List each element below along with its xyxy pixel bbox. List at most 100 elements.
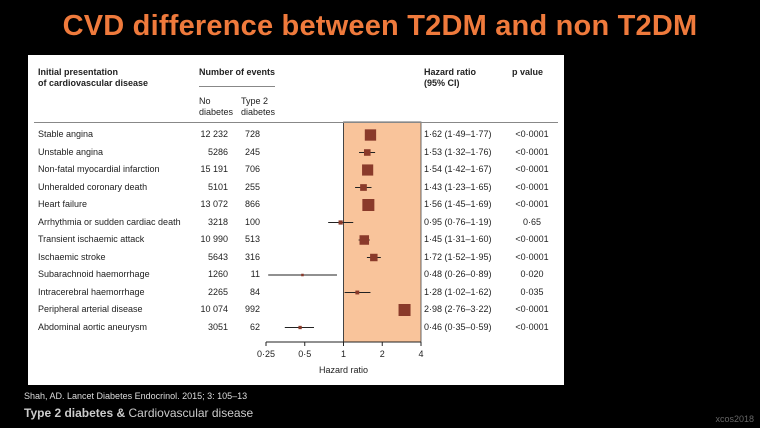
row-label: Unheralded coronary death	[38, 181, 148, 192]
row-label: Unstable angina	[38, 146, 104, 157]
events-underline	[199, 86, 275, 87]
hr-marker	[301, 273, 304, 277]
row-hazard-ratio: 1·43 (1·23–1·65)	[424, 181, 492, 192]
header-hazard-ratio-line1: Hazard ratio	[424, 67, 477, 77]
header-no-diabetes-line2: diabetes	[199, 107, 234, 117]
row-hazard-ratio: 1·53 (1·32–1·76)	[424, 146, 492, 157]
hr-marker	[362, 164, 374, 176]
row-type2-events: 100	[244, 216, 260, 227]
row-p-value: <0·0001	[515, 164, 549, 174]
row-label: Ischaemic stroke	[38, 251, 106, 262]
hr-marker	[298, 325, 302, 330]
row-p-value: <0·0001	[515, 199, 549, 209]
row-hazard-ratio: 0·48 (0·26–0·89)	[424, 269, 492, 279]
row-no-diabetes-events: 5643	[207, 251, 228, 262]
row-type2-events: 255	[244, 181, 260, 192]
row-hazard-ratio: 2·98 (2·76–3·22)	[424, 304, 492, 314]
row-label: Non-fatal myocardial infarction	[38, 164, 160, 174]
watermark: xcos2018	[715, 414, 754, 424]
table-row: Peripheral arterial disease 10 074 992 2·98…	[28, 301, 564, 319]
row-no-diabetes-events: 2265	[207, 286, 228, 297]
row-type2-events: 245	[244, 146, 260, 157]
row-no-diabetes-events: 5101	[207, 181, 228, 192]
row-label: Stable angina	[38, 129, 94, 139]
row-label: Intracerebral haemorrhage	[38, 286, 145, 297]
row-no-diabetes-events: 10 990	[200, 234, 228, 244]
row-p-value: <0·0001	[515, 304, 549, 314]
row-hazard-ratio: 1·62 (1·49–1·77)	[424, 129, 492, 139]
x-tick-label: 2	[380, 349, 385, 359]
row-type2-events: 992	[244, 304, 260, 314]
table-row: Arrhythmia or sudden cardiac death 3218 10…	[28, 214, 564, 232]
row-p-value: 0·65	[522, 216, 541, 227]
header-presentation-line1: Initial presentation	[38, 67, 119, 77]
header-divider	[34, 122, 558, 123]
row-no-diabetes-events: 3051	[207, 321, 228, 332]
slide-title: CVD difference between T2DM and non T2DM	[62, 10, 698, 42]
x-tick-label: 1	[341, 349, 346, 359]
table-row: Transient ischaemic attack 10 990 513 1·45 …	[28, 231, 564, 249]
hr-marker	[364, 129, 377, 141]
hr-marker	[360, 184, 367, 191]
row-p-value: <0·0001	[515, 321, 549, 332]
header-hazard-ratio: Hazard ratio (95% CI)	[424, 67, 476, 89]
header-hazard-ratio-line2: (95% CI)	[424, 78, 460, 88]
forest-plot-panel: 0·25 0·5 1 2 4 Hazard ratio Initial presentat…	[28, 55, 564, 385]
table-row: Intracerebral haemorrhage 2265 84 1·28 (1·0…	[28, 284, 564, 302]
row-type2-events: 316	[244, 251, 260, 262]
row-no-diabetes-events: 12 232	[200, 129, 228, 139]
row-p-value: <0·0001	[515, 251, 549, 262]
row-p-value: <0·0001	[515, 146, 549, 157]
table-row: Unheralded coronary death 5101 255 1·43 (1·…	[28, 179, 564, 197]
row-type2-events: 866	[244, 199, 260, 209]
row-p-value: <0·0001	[515, 181, 549, 192]
header-type2: Type 2 diabetes	[241, 96, 275, 118]
row-type2-events: 513	[244, 234, 260, 244]
header-type2-line1: Type 2	[241, 96, 269, 106]
header-p-value: p value	[512, 67, 544, 77]
subtitle-rest: Cardiovascular disease	[125, 406, 254, 420]
row-hazard-ratio: 1·28 (1·02–1·62)	[424, 286, 492, 297]
slide-subtitle: Type 2 diabetes & Cardiovascular disease	[24, 406, 253, 420]
row-label: Transient ischaemic attack	[38, 234, 145, 244]
row-hazard-ratio: 1·72 (1·52–1·95)	[424, 251, 492, 262]
row-hazard-ratio: 1·45 (1·31–1·60)	[424, 234, 492, 244]
citation: Shah, AD. Lancet Diabetes Endocrinol. 20…	[24, 391, 248, 401]
row-no-diabetes-events: 15 191	[200, 164, 228, 174]
table-row: Ischaemic stroke 5643 316 1·72 (1·52–1·95) <…	[28, 249, 564, 267]
row-label: Abdominal aortic aneurysm	[38, 321, 148, 332]
x-tick-label: 4	[418, 349, 423, 359]
row-label: Arrhythmia or sudden cardiac death	[38, 216, 181, 227]
row-type2-events: 728	[244, 129, 260, 139]
row-no-diabetes-events: 13 072	[200, 199, 228, 209]
table-row: Heart failure 13 072 866 1·56 (1·45–1·69) <0…	[28, 196, 564, 214]
subtitle-bold: Type 2 diabetes &	[24, 406, 126, 420]
hr-marker	[362, 199, 375, 211]
row-p-value: 0·020	[520, 269, 544, 279]
hr-marker	[338, 220, 343, 225]
row-no-diabetes-events: 10 074	[200, 304, 228, 314]
header-no-diabetes: No diabetes	[199, 96, 233, 118]
table-row: Non-fatal myocardial infarction 15 191 706…	[28, 161, 564, 179]
header-presentation-line2: of cardiovascular disease	[38, 78, 149, 88]
row-no-diabetes-events: 3218	[207, 216, 228, 227]
row-p-value: <0·0001	[515, 129, 549, 139]
table-row: Stable angina 12 232 728 1·62 (1·49–1·77) <0…	[28, 126, 564, 144]
x-axis-label: Hazard ratio	[319, 365, 368, 375]
header-no-diabetes-line1: No	[199, 96, 211, 106]
row-hazard-ratio: 0·95 (0·76–1·19)	[424, 216, 492, 227]
row-label: Heart failure	[38, 199, 88, 209]
table-row: Subarachnoid haemorrhage 1260 11 0·48 (0·26…	[28, 266, 564, 284]
row-type2-events: 62	[249, 321, 260, 332]
row-type2-events: 84	[249, 286, 260, 297]
row-type2-events: 11	[250, 269, 260, 279]
table-row: Abdominal aortic aneurysm 3051 62 0·46 (0·3…	[28, 319, 564, 337]
row-hazard-ratio: 1·54 (1·42–1·67)	[424, 164, 492, 174]
header-presentation: Initial presentation of cardiovascular d…	[38, 67, 148, 89]
forest-plot-svg: 0·25 0·5 1 2 4 Hazard ratio	[257, 121, 424, 375]
table-row: Unstable angina 5286 245 1·53 (1·32–1·76) <0…	[28, 144, 564, 162]
row-no-diabetes-events: 1260	[207, 269, 228, 279]
hr-marker	[398, 304, 411, 316]
hr-marker	[370, 253, 378, 262]
row-no-diabetes-events: 5286	[207, 146, 228, 157]
